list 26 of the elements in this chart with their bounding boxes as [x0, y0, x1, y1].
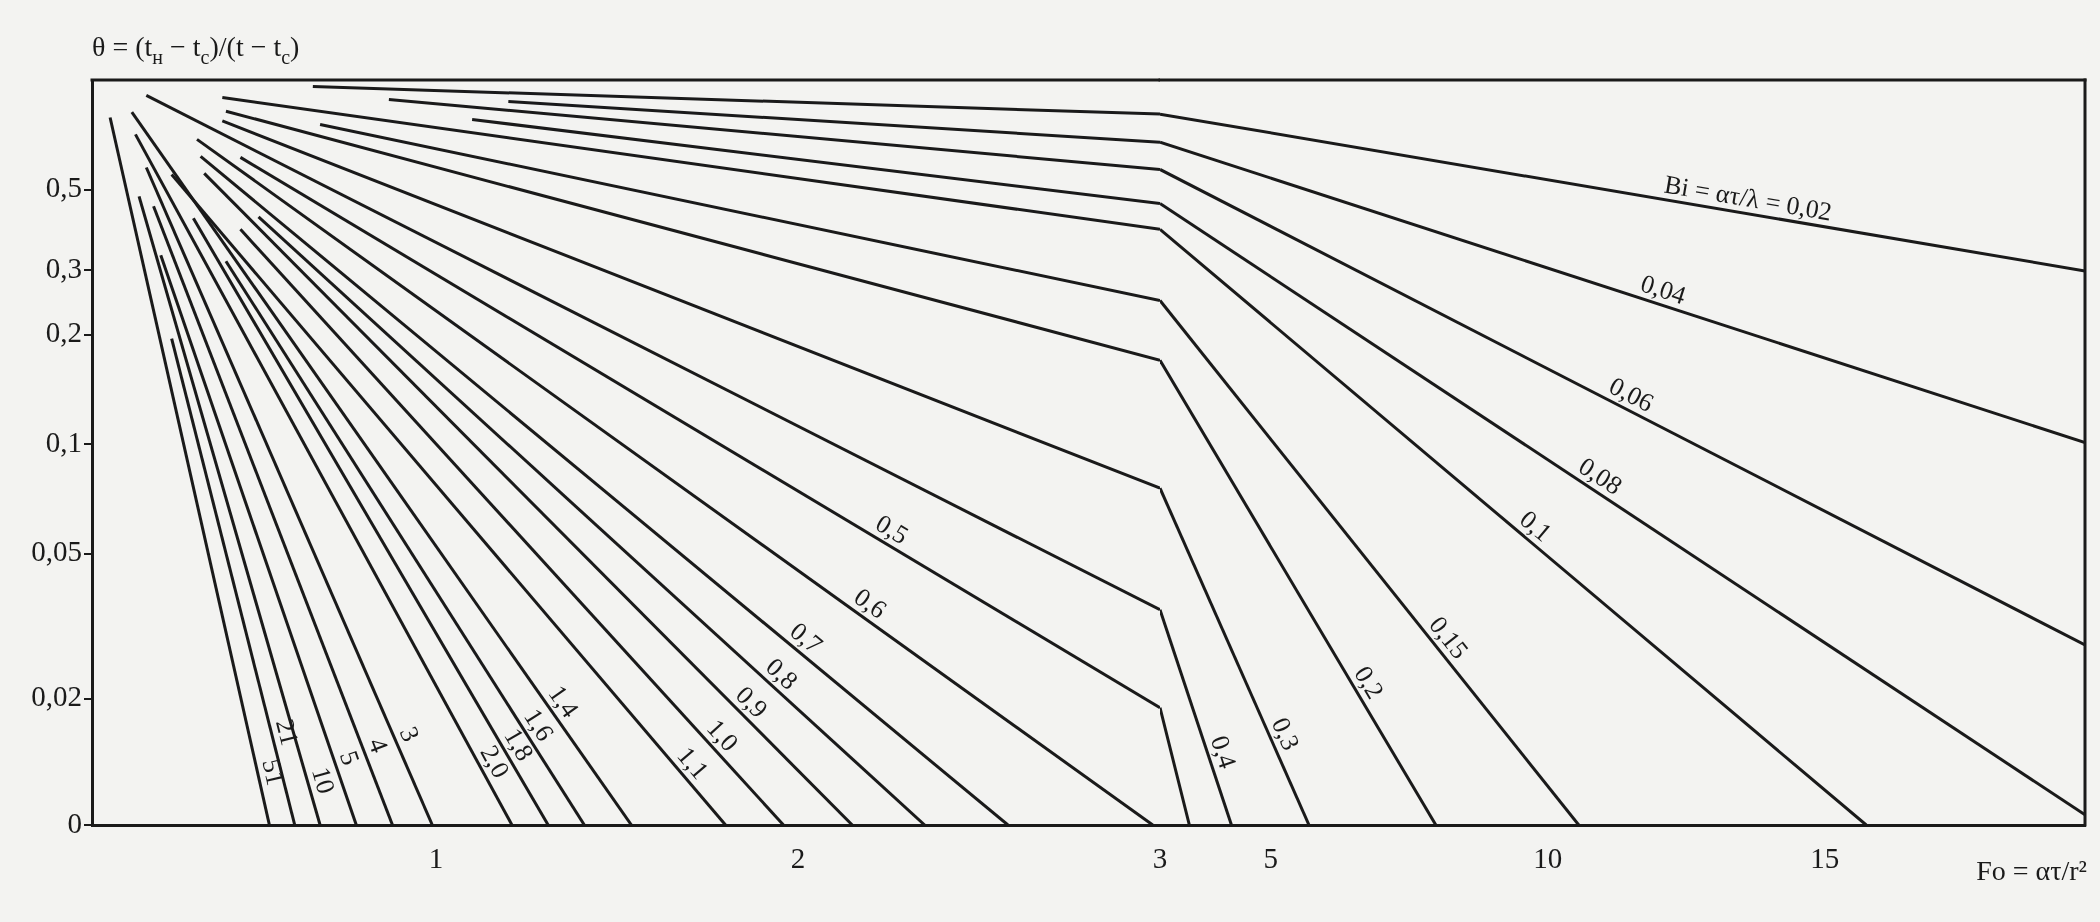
text: 0,06 — [1604, 371, 1659, 418]
x-tick-label: 1 — [428, 842, 444, 875]
x-tick-label: 15 — [1810, 842, 1840, 875]
y-tick-label: 0,02 — [31, 680, 82, 713]
y-tick-label: 0,1 — [45, 425, 82, 458]
text: 0,15 — [1423, 610, 1475, 665]
text: 0,1 — [1514, 504, 1558, 548]
text: 0,04 — [1637, 268, 1690, 311]
text: 0,2 — [1348, 660, 1390, 704]
x-tick-label: 3 — [1152, 842, 1168, 875]
y-tick-label: 0,3 — [45, 252, 82, 285]
y-tick-label: 0,05 — [31, 535, 82, 568]
text: 0,5 — [870, 508, 914, 551]
text: Bi = ατ/λ = 0,02 — [1662, 169, 1834, 227]
text: 0,6 — [848, 582, 892, 625]
text: 0,08 — [1573, 451, 1628, 501]
text: 3 — [393, 722, 426, 746]
text: 0,3 — [1265, 713, 1306, 755]
x-tick-label: 2 — [790, 842, 806, 875]
x-tick-label: 5 — [1263, 842, 1279, 875]
y-tick-label: 0,5 — [45, 171, 82, 204]
x-tick-label: 10 — [1533, 842, 1563, 875]
y-tick-label: 0,2 — [45, 316, 82, 349]
y-tick-label: 0 — [67, 806, 82, 839]
text: 0,4 — [1204, 732, 1243, 773]
x-axis-title: Fo = ατ/r² — [1976, 855, 2088, 886]
